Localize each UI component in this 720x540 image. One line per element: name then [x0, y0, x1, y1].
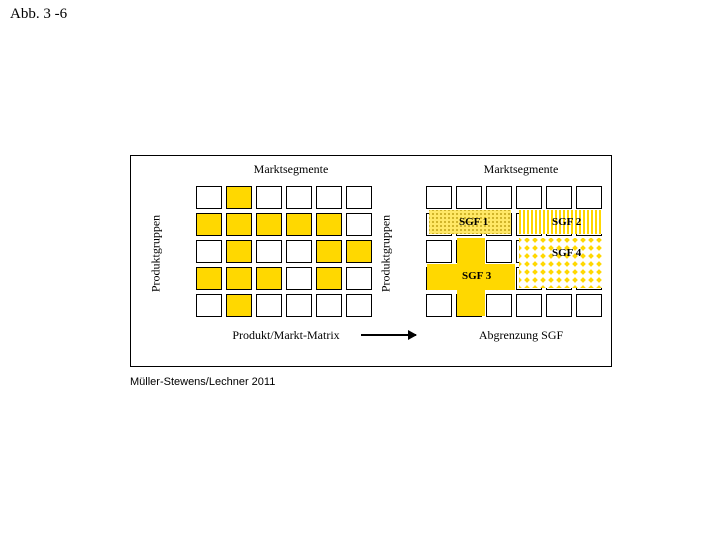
grid-cell [226, 267, 252, 290]
grid-cell [286, 240, 312, 263]
grid-cell [516, 267, 542, 290]
grid-cell [576, 294, 602, 317]
grid-cell [546, 267, 572, 290]
grid-cell [426, 213, 452, 236]
grid-cell [456, 240, 482, 263]
grid-cell [286, 267, 312, 290]
grid-cell [226, 186, 252, 209]
grid-cell [196, 240, 222, 263]
right-bottom-label: Abgrenzung SGF [421, 328, 621, 343]
grid-cell [286, 294, 312, 317]
sgf1-label: SGF 1 [459, 216, 488, 228]
grid-cell [286, 213, 312, 236]
grid-cell [346, 186, 372, 209]
grid-cell [486, 186, 512, 209]
sgf4-label: SGF 4 [552, 247, 581, 259]
grid-cell [286, 186, 312, 209]
arrow [361, 334, 416, 336]
left-ylabel: Produktgruppen [149, 194, 164, 314]
grid-cell [256, 240, 282, 263]
grid-cell [516, 294, 542, 317]
grid-cell [576, 186, 602, 209]
grid-cell [486, 294, 512, 317]
figure-label: Abb. 3 -6 [10, 6, 67, 23]
grid-cell [316, 186, 342, 209]
left-bottom-label: Produkt/Markt-Matrix [186, 328, 386, 343]
grid-cell [426, 294, 452, 317]
grid-cell [196, 267, 222, 290]
grid-cell [256, 213, 282, 236]
diagram-frame: Marktsegmente Marktsegmente Produktgrupp… [130, 155, 612, 367]
grid-cell [256, 267, 282, 290]
grid-cell [426, 267, 452, 290]
grid-cell [486, 213, 512, 236]
right-title: Marktsegmente [421, 162, 621, 177]
left-title: Marktsegmente [191, 162, 391, 177]
grid-cell [256, 294, 282, 317]
grid-cell [456, 294, 482, 317]
grid-cell [256, 186, 282, 209]
grid-cell [316, 213, 342, 236]
grid-cell [426, 240, 452, 263]
grid-cell [346, 294, 372, 317]
grid-cell [226, 213, 252, 236]
grid-cell [196, 294, 222, 317]
grid-cell [516, 240, 542, 263]
sgf3-label: SGF 3 [462, 270, 491, 282]
grid-cell [226, 294, 252, 317]
right-ylabel: Produktgruppen [379, 194, 394, 314]
credit: Müller-Stewens/Lechner 2011 [130, 376, 275, 388]
grid-cell [346, 213, 372, 236]
grid-cell [316, 294, 342, 317]
grid-cell [546, 186, 572, 209]
grid-cell [456, 186, 482, 209]
grid-cell [576, 267, 602, 290]
grid-cell [196, 213, 222, 236]
grid-cell [346, 240, 372, 263]
grid-cell [426, 186, 452, 209]
left-grid [196, 186, 372, 317]
grid-cell [316, 267, 342, 290]
grid-cell [516, 186, 542, 209]
grid-cell [346, 267, 372, 290]
grid-cell [546, 294, 572, 317]
sgf2-label: SGF 2 [552, 216, 581, 228]
grid-cell [316, 240, 342, 263]
grid-cell [226, 240, 252, 263]
grid-cell [196, 186, 222, 209]
grid-cell [486, 240, 512, 263]
grid-cell [516, 213, 542, 236]
